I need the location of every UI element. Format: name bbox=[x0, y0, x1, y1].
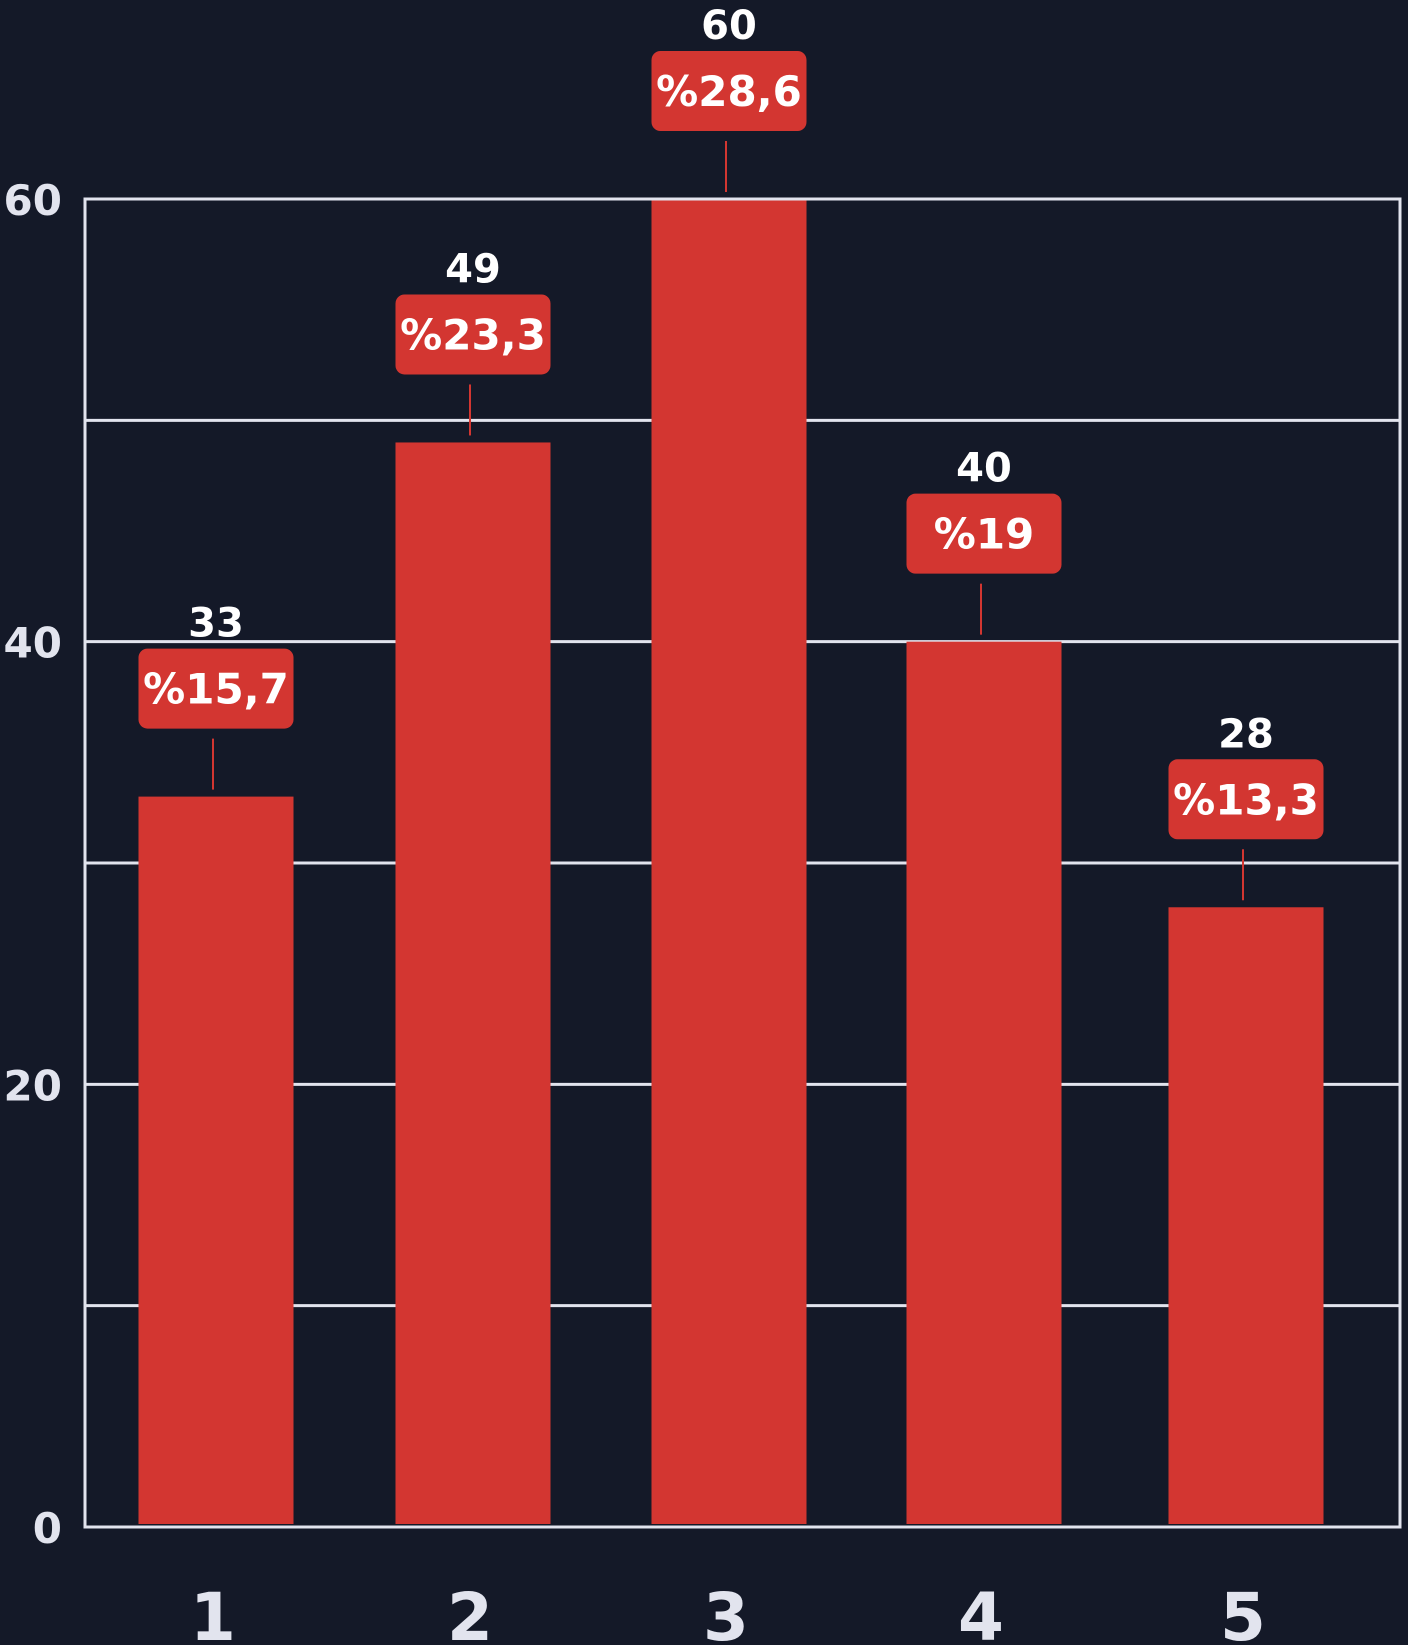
value-label: 60 bbox=[701, 3, 757, 49]
labels-layer: 0 20 40 60 1 2 3 4 5 %15,7 33 %23,3 49 %28,6 60 %19 40 %1… bbox=[4, 3, 1324, 1645]
percent-badge bbox=[395, 294, 551, 375]
plot-frame bbox=[83, 197, 1402, 1529]
x-category-label: 1 bbox=[190, 1579, 236, 1645]
percent-badge bbox=[138, 648, 294, 729]
bar bbox=[906, 641, 1062, 1524]
percent-badge bbox=[1168, 759, 1324, 840]
bar bbox=[138, 796, 294, 1524]
bar bbox=[651, 199, 807, 1524]
x-category-label: 3 bbox=[703, 1579, 749, 1645]
percent-label: %23,3 bbox=[400, 310, 546, 359]
value-label: 33 bbox=[188, 601, 244, 647]
percent-label: %28,6 bbox=[656, 67, 802, 116]
x-category-label: 2 bbox=[447, 1579, 493, 1645]
value-label: 40 bbox=[956, 446, 1012, 492]
value-label: 49 bbox=[445, 246, 501, 292]
bars-layer bbox=[138, 199, 1324, 1524]
y-tick-label: 40 bbox=[4, 619, 62, 668]
value-label: 28 bbox=[1218, 711, 1274, 757]
frame-layer bbox=[83, 197, 1402, 1529]
percent-label: %13,3 bbox=[1173, 775, 1319, 824]
bar bbox=[395, 442, 551, 1524]
y-tick-label: 60 bbox=[4, 176, 62, 225]
x-category-label: 4 bbox=[958, 1579, 1004, 1645]
percent-badge bbox=[906, 493, 1062, 574]
x-category-label: 5 bbox=[1220, 1579, 1266, 1645]
percent-label: %19 bbox=[934, 510, 1035, 559]
y-tick-label: 20 bbox=[4, 1061, 62, 1110]
bar bbox=[1168, 907, 1324, 1524]
percent-badge bbox=[651, 51, 807, 131]
y-tick-label: 0 bbox=[33, 1504, 62, 1553]
percent-label: %15,7 bbox=[143, 665, 289, 714]
